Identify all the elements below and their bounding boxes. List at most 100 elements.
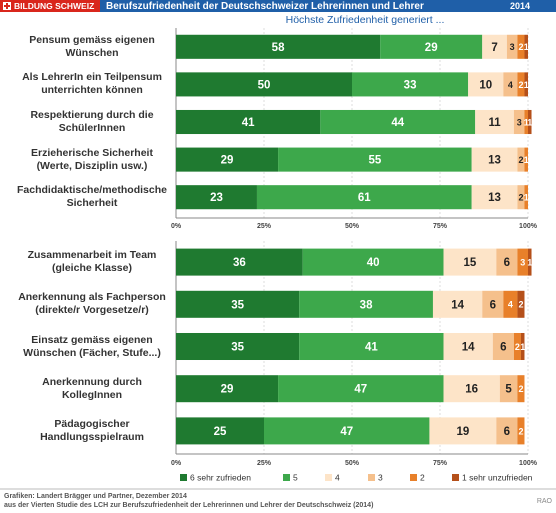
subtitle: Höchste Zufriedenheit generiert ...: [286, 14, 445, 26]
bar-segment: [443, 248, 497, 276]
bar-segment: [517, 185, 525, 210]
value-label: 3: [517, 117, 522, 127]
value-label: 1: [527, 257, 532, 267]
bar-segment: [475, 109, 514, 135]
x-tick-label: 50%: [345, 223, 360, 230]
bar-segment: [503, 72, 518, 97]
bar-segment: [176, 248, 303, 276]
bar-segment: [176, 185, 257, 210]
bar-segment: [299, 332, 444, 361]
header-title: Berufszufriedenheit der Deutschschweizer…: [106, 1, 424, 12]
category-label: Pensum gemäss eigenen Wünschen: [29, 33, 155, 59]
value-label: 10: [479, 79, 492, 91]
value-label: 58: [272, 42, 285, 54]
value-label: 2: [518, 80, 523, 90]
x-tick-label: 50%: [345, 460, 360, 467]
bar-segment: [176, 109, 321, 135]
bar-segment: [176, 72, 352, 97]
bar-segment: [176, 147, 279, 172]
legend-label: 1 sehr unzufrieden: [462, 472, 533, 482]
bar-segment: [524, 72, 528, 97]
value-label: 33: [404, 79, 417, 91]
category-label: Anerkennung als Fachperson (direkte/r Vo…: [18, 291, 166, 317]
bar-segment: [256, 185, 472, 210]
value-label: 40: [367, 257, 380, 269]
bar-segment: [176, 375, 279, 403]
value-label: 19: [456, 426, 469, 438]
value-label: 1: [524, 117, 529, 127]
bar-segment: [496, 248, 518, 276]
value-label: 2: [515, 342, 520, 352]
bar-segment: [432, 290, 483, 318]
value-label: 2: [518, 384, 523, 394]
value-label: 6: [500, 342, 506, 354]
bar-segment: [524, 109, 528, 135]
bar-segment: [513, 332, 521, 361]
bar-segment: [517, 290, 525, 318]
bar-segment: [380, 34, 483, 59]
legend-label: 6 sehr zufrieden: [190, 472, 251, 482]
x-tick-label: 100%: [519, 460, 538, 467]
bar-segment: [176, 34, 381, 59]
value-label: 36: [233, 257, 246, 269]
bar-segment: [517, 147, 525, 172]
value-label: 1: [520, 342, 525, 352]
bar-segment: [443, 375, 500, 403]
value-label: 25: [214, 426, 227, 438]
bar-segment: [302, 248, 444, 276]
x-tick-label: 0%: [171, 460, 182, 467]
value-label: 29: [221, 384, 234, 396]
legend-label: 3: [378, 472, 383, 482]
value-label: 4: [508, 300, 513, 310]
category-label: Zusammenarbeit im Team (gleiche Klasse): [27, 249, 157, 275]
category-label: Fachdidaktische/methodische Sicherheit: [17, 184, 167, 210]
brand: BILDUNG SCHWEIZ: [14, 1, 94, 11]
footer-code: RAO: [537, 498, 553, 505]
value-label: 29: [221, 155, 234, 167]
legend-label: 5: [293, 472, 298, 482]
x-tick-label: 0%: [171, 223, 182, 230]
legend-swatch: [283, 474, 290, 481]
header-bar: [0, 0, 556, 12]
value-label: 1: [524, 193, 529, 203]
bar-segment: [524, 185, 528, 210]
bar-segment: [517, 375, 525, 403]
category-label: Anerkennung durch KollegInnen: [42, 375, 142, 401]
value-label: 11: [488, 117, 501, 129]
value-label: 6: [504, 426, 510, 438]
bar-segment: [499, 375, 518, 403]
bar-segment: [513, 109, 525, 135]
legend-swatch: [368, 474, 375, 481]
bar-segment: [352, 72, 469, 97]
bar-segment: [176, 332, 300, 361]
legend-label: 4: [335, 472, 340, 482]
value-label: 41: [242, 117, 255, 129]
value-label: 3: [520, 257, 525, 267]
x-tick-label: 75%: [433, 460, 448, 467]
category-label: Pädagogischer Handlungsspielraum: [40, 417, 144, 443]
bar-segment: [517, 72, 525, 97]
bar-segment: [524, 34, 528, 59]
category-label: Als LehrerIn ein Teilpensum unterrichten…: [22, 71, 162, 97]
x-tick-label: 100%: [519, 223, 538, 230]
value-label: 2: [518, 426, 523, 436]
bar-segment: [278, 375, 444, 403]
footer-study: aus der Vierten Studie des LCH zur Beruf…: [4, 502, 373, 509]
value-label: 50: [258, 79, 271, 91]
value-label: 15: [464, 257, 477, 269]
value-label: 29: [425, 42, 438, 54]
bar-segment: [496, 417, 518, 445]
value-label: 2: [518, 193, 523, 203]
value-label: 61: [358, 192, 371, 204]
value-label: 13: [488, 192, 501, 204]
flag-cross: [4, 5, 10, 7]
value-label: 1: [524, 42, 529, 52]
bar-segment: [443, 332, 493, 361]
bar-segment: [320, 109, 476, 135]
value-label: 1: [524, 80, 529, 90]
bar-segment: [482, 290, 504, 318]
header-year: 2014: [510, 1, 530, 11]
x-tick-label: 25%: [257, 223, 272, 230]
bar-segment: [517, 34, 525, 59]
